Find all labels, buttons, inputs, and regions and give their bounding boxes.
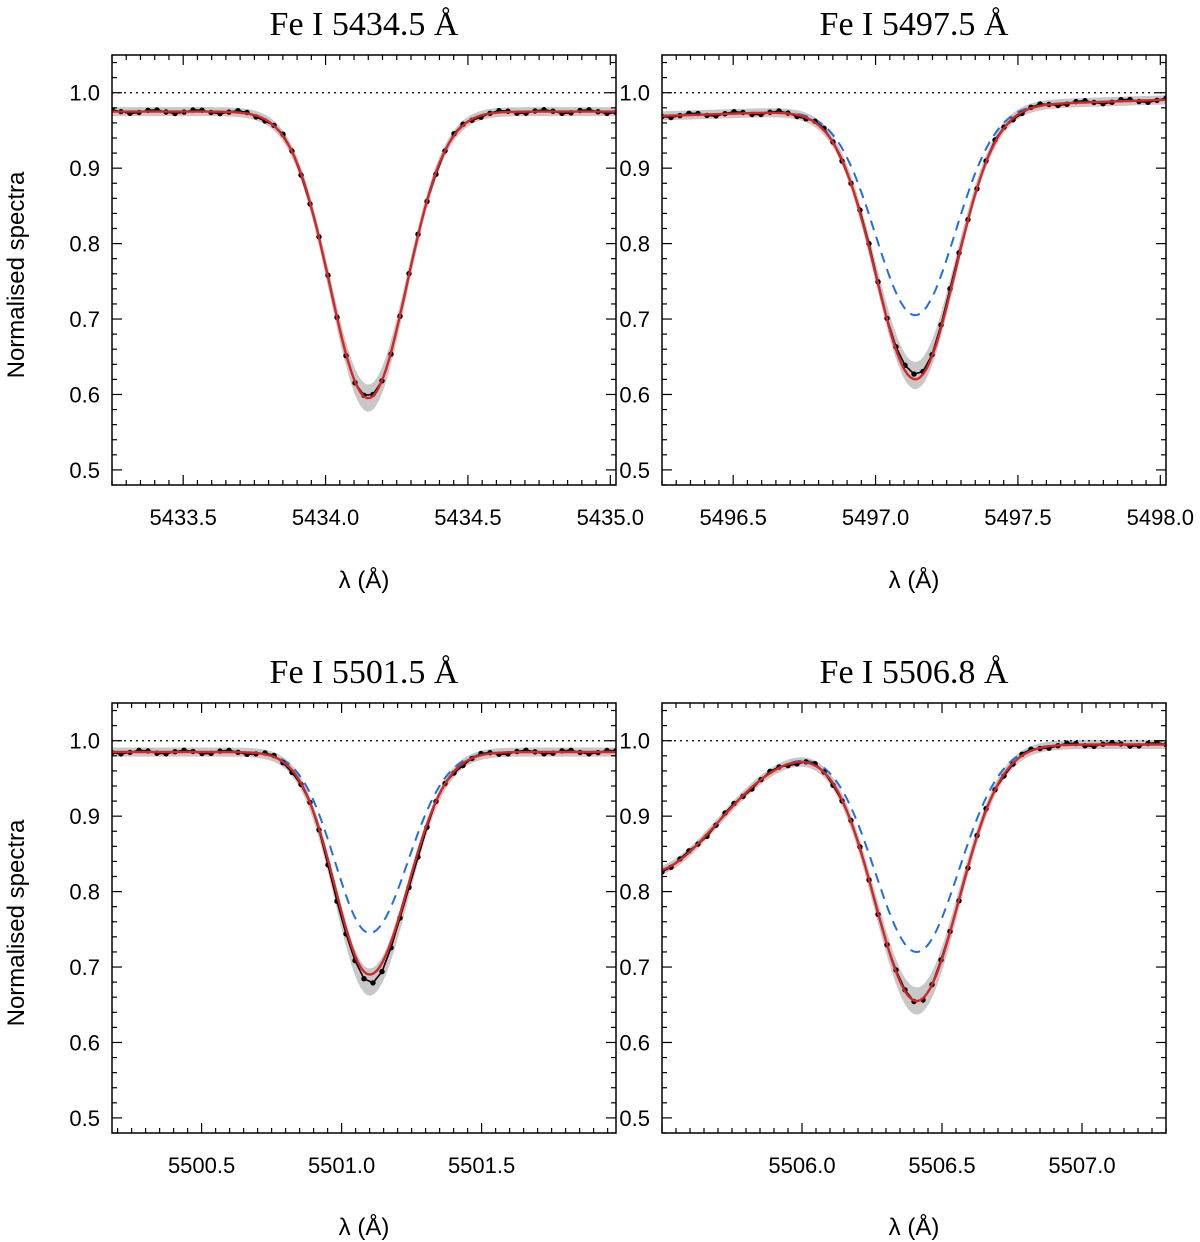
observed-point	[911, 371, 917, 377]
uncertainty-band	[662, 740, 1166, 1015]
x-tick-label: 5497.0	[842, 505, 909, 530]
uncertainty-band	[662, 95, 1166, 390]
x-tick-label: 5497.5	[984, 505, 1051, 530]
x-tick-label: 5500.5	[168, 1153, 235, 1178]
observed-line	[112, 749, 616, 984]
y-axis-label: Normalised spectra	[3, 171, 30, 378]
uncertainty-band	[112, 747, 616, 996]
plot-frame	[661, 702, 1167, 1134]
y-tick-label: 0.7	[619, 955, 650, 980]
y-tick-label: 0.5	[619, 458, 650, 483]
observed-line	[662, 741, 1166, 1003]
panel-title: Fe I 5497.5 Å	[820, 6, 1009, 43]
x-tick-label: 5501.5	[448, 1153, 515, 1178]
x-axis-label: λ (Å)	[889, 1213, 940, 1241]
y-tick-label: 1.0	[619, 81, 650, 106]
panel-title: Fe I 5506.8 Å	[820, 654, 1009, 691]
y-tick-label: 0.7	[69, 307, 100, 332]
x-axis-label: λ (Å)	[339, 566, 390, 594]
panel-title: Fe I 5434.5 Å	[270, 6, 459, 43]
alternative-model-line	[662, 98, 1166, 317]
y-tick-label: 0.7	[69, 955, 100, 980]
y-tick-label: 0.5	[69, 458, 100, 483]
y-tick-label: 1.0	[619, 729, 650, 754]
plot-frame	[111, 54, 617, 486]
y-axis-label: Normalised spectra	[3, 819, 30, 1026]
observed-line	[662, 97, 1166, 375]
best-fit-model-line	[662, 98, 1166, 381]
y-tick-label: 1.0	[69, 729, 100, 754]
x-tick-label: 5435.0	[577, 505, 644, 530]
y-tick-label: 0.6	[69, 382, 100, 407]
x-tick-label: 5433.5	[150, 505, 217, 530]
y-tick-label: 0.7	[619, 307, 650, 332]
x-axis-label: λ (Å)	[889, 566, 940, 594]
plot-area	[662, 95, 1166, 390]
observed-point	[379, 968, 385, 975]
x-tick-label: 5506.5	[908, 1153, 975, 1178]
y-tick-label: 0.6	[69, 1030, 100, 1055]
y-tick-label: 0.5	[619, 1106, 650, 1131]
plot-area	[662, 739, 1166, 1015]
plot-frame	[111, 702, 617, 1134]
observed-point	[361, 976, 367, 982]
y-tick-label: 0.8	[69, 232, 100, 257]
best-fit-model-line	[662, 743, 1166, 1003]
y-tick-label: 0.5	[69, 1106, 100, 1131]
best-fit-model-line	[112, 750, 616, 976]
observed-point	[370, 980, 376, 986]
y-tick-label: 0.9	[69, 156, 100, 181]
y-tick-label: 0.6	[619, 1030, 650, 1055]
observed-line	[112, 108, 616, 397]
x-tick-label: 5506.0	[768, 1153, 835, 1178]
y-tick-label: 0.9	[619, 156, 650, 181]
x-tick-label: 5501.0	[308, 1153, 375, 1178]
x-tick-label: 5498.0	[1127, 505, 1194, 530]
x-axis-label: λ (Å)	[339, 1213, 390, 1241]
plot-area	[112, 747, 616, 996]
y-tick-label: 0.8	[69, 880, 100, 905]
alternative-model-line	[662, 743, 1166, 954]
y-tick-label: 0.9	[619, 804, 650, 829]
best-fit-model-line	[112, 110, 616, 400]
plot-area	[112, 107, 616, 412]
y-tick-label: 0.8	[619, 880, 650, 905]
panel-fe-5501: Fe I 5501.5 Å Normalised spectra λ (Å) 0…	[3, 654, 617, 1241]
y-tick-label: 0.8	[619, 232, 650, 257]
x-tick-label: 5496.5	[700, 505, 767, 530]
y-tick-label: 0.9	[69, 804, 100, 829]
uncertainty-band	[112, 107, 616, 412]
panel-fe-5506: Fe I 5506.8 Å λ (Å) 0.5 0.6 0.7 0.8 0.9 1.0 55…	[619, 654, 1167, 1241]
x-tick-label: 5434.5	[434, 505, 501, 530]
alternative-model-line	[112, 751, 616, 935]
panel-fe-5434: Fe I 5434.5 Å Normalised spectra λ (Å) 0…	[3, 6, 644, 594]
y-tick-label: 1.0	[69, 81, 100, 106]
panel-fe-5497: Fe I 5497.5 Å λ (Å) 0.5 0.6 0.7 0.8 0.9 1.0 54…	[619, 6, 1194, 594]
panel-title: Fe I 5501.5 Å	[270, 654, 459, 691]
x-tick-label: 5434.0	[292, 505, 359, 530]
y-tick-label: 0.6	[619, 382, 650, 407]
plot-frame	[661, 54, 1167, 486]
x-tick-label: 5507.0	[1048, 1153, 1115, 1178]
